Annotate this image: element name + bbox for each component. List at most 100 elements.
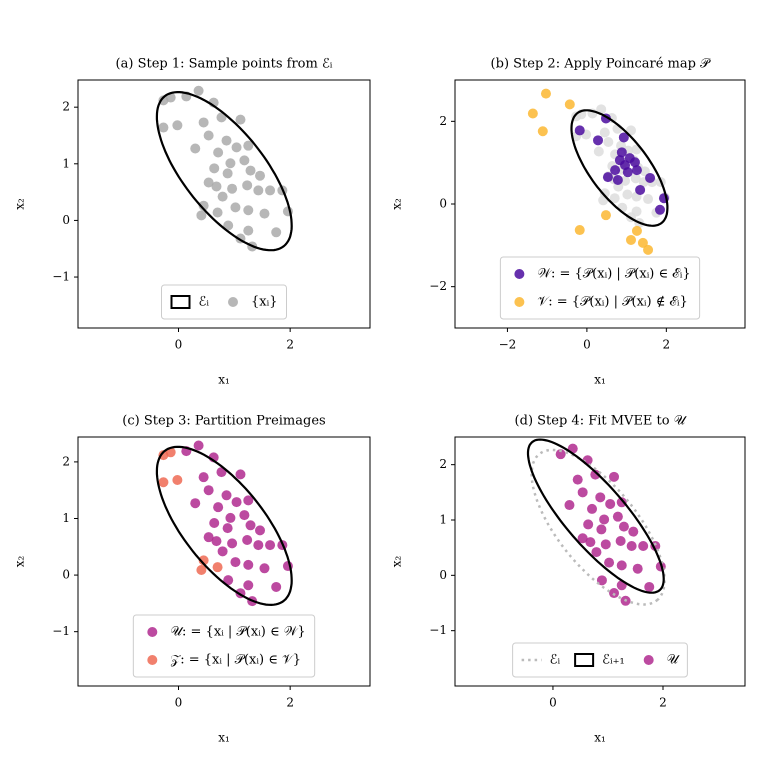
- point: [209, 163, 220, 174]
- point: [212, 207, 223, 218]
- point: [227, 538, 238, 549]
- x-tick-label: 0: [583, 338, 591, 352]
- point: [243, 225, 254, 236]
- point: [253, 540, 264, 551]
- point: [555, 449, 566, 460]
- point: [227, 183, 238, 194]
- point: [537, 126, 548, 137]
- y-tick-label: −1: [429, 623, 447, 637]
- point: [616, 560, 627, 571]
- legend-swatch: [147, 655, 158, 665]
- point: [193, 85, 204, 96]
- y-tick-label: 0: [62, 568, 70, 582]
- point: [609, 471, 620, 482]
- point: [211, 536, 222, 547]
- point: [590, 469, 601, 480]
- point: [213, 502, 224, 513]
- point: [527, 108, 538, 119]
- axes-frame: [454, 436, 746, 687]
- plot-area: [527, 88, 670, 255]
- point: [203, 485, 214, 496]
- point: [198, 472, 209, 483]
- legend: 𝒲: = {𝒫(xᵢ) | 𝒫(xᵢ) ∈ ℰᵢ} 𝒱: = {𝒫(xᵢ) | 𝒫…: [499, 256, 701, 320]
- point: [574, 125, 585, 136]
- y-tick-label: 2: [439, 457, 447, 471]
- point: [635, 184, 646, 195]
- point: [644, 581, 655, 592]
- panel-title: (c) Step 3: Partition Preimages: [122, 414, 325, 429]
- point: [618, 521, 629, 532]
- x-tick-label: 2: [286, 696, 294, 710]
- legend: ℰᵢ {xᵢ}: [161, 284, 287, 320]
- point: [265, 540, 276, 551]
- point: [265, 185, 276, 196]
- point: [242, 534, 253, 545]
- x-tick-label: 2: [286, 338, 294, 352]
- point: [158, 477, 169, 488]
- point: [605, 498, 616, 509]
- y-tick-label: 0: [62, 213, 70, 227]
- point: [600, 539, 611, 550]
- point: [259, 563, 270, 574]
- panel-title: (a) Step 1: Sample points from ℰᵢ: [116, 57, 333, 72]
- legend-label: ℰᵢ: [550, 653, 561, 668]
- point: [587, 503, 598, 514]
- point: [604, 557, 615, 568]
- point: [239, 510, 250, 521]
- point: [221, 135, 232, 146]
- legend-swatch: [228, 297, 238, 307]
- legend-box: [512, 642, 688, 678]
- point: [221, 490, 232, 501]
- point: [203, 532, 214, 543]
- point: [631, 225, 642, 236]
- point: [242, 180, 253, 191]
- point: [223, 575, 234, 586]
- plot-area: [155, 440, 293, 607]
- y-axis-label: x₂: [13, 556, 27, 568]
- point: [230, 557, 241, 568]
- point: [596, 104, 607, 115]
- point: [222, 523, 233, 534]
- point: [583, 519, 594, 530]
- legend-box: [132, 614, 316, 678]
- y-tick-label: 1: [439, 513, 447, 527]
- point: [225, 512, 236, 523]
- point: [211, 181, 222, 192]
- x-tick-label: 0: [549, 696, 557, 710]
- point: [239, 155, 250, 166]
- point: [158, 122, 169, 133]
- point: [253, 185, 264, 196]
- legend-entry: ℰᵢ: [170, 295, 209, 310]
- point: [231, 497, 242, 508]
- axes-frame: [77, 79, 371, 329]
- y-tick-label: 2: [62, 454, 70, 468]
- ellipse: [155, 445, 293, 607]
- point: [618, 132, 629, 143]
- point: [231, 142, 242, 153]
- point: [593, 135, 604, 146]
- legend-entry: ℰᵢ: [521, 653, 561, 668]
- point: [643, 244, 654, 255]
- y-tick-label: 2: [439, 114, 447, 128]
- point: [595, 492, 606, 503]
- panel-title: (b) Step 2: Apply Poincaré map 𝒫: [491, 57, 712, 72]
- point: [230, 202, 241, 213]
- legend-label: 𝒰: [667, 653, 681, 668]
- plot-area: [526, 438, 666, 606]
- point: [172, 475, 183, 486]
- legend-swatch: [170, 295, 191, 309]
- point: [243, 559, 254, 570]
- ellipse: [155, 91, 293, 252]
- legend-label: 𝒱: = {𝒫(xᵢ) | 𝒫(xᵢ) ∉ ℰᵢ}: [537, 295, 687, 310]
- point: [243, 495, 254, 506]
- point: [615, 536, 626, 547]
- x-axis-label: x₁: [218, 731, 230, 745]
- legend-entry: 𝒲: = {𝒫(xᵢ) | 𝒫(xᵢ) ∈ ℰᵢ}: [514, 267, 691, 282]
- point: [593, 146, 604, 157]
- legend-label: 𝒵: = {xᵢ | 𝒫(xᵢ) ∈ 𝒱}: [170, 653, 301, 668]
- point: [243, 205, 254, 216]
- point: [626, 541, 637, 552]
- point: [245, 520, 256, 531]
- legend-entry: 𝒱: = {𝒫(xᵢ) | 𝒫(xᵢ) ∉ ℰᵢ}: [514, 295, 688, 310]
